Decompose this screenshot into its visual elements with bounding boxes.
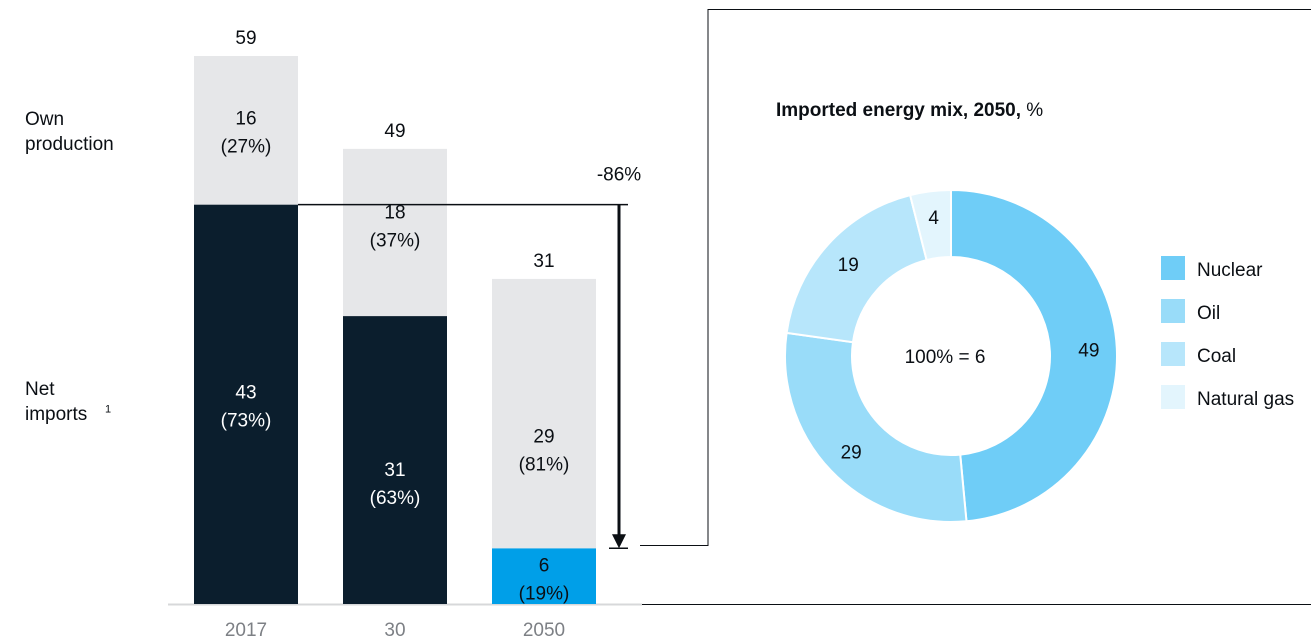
legend-label: Nuclear <box>1197 260 1263 281</box>
data-label-own-production-share: (81%) <box>519 455 570 476</box>
data-label-net-imports-share: (63%) <box>370 488 421 509</box>
legend-swatch <box>1161 342 1185 366</box>
bar-own-production <box>343 148 447 317</box>
data-label-own-production-share: (27%) <box>221 136 272 157</box>
data-label-own-production: 29 <box>533 427 554 448</box>
x-tick-label: 2017 <box>225 620 267 640</box>
change-annotation-label: -86% <box>597 165 641 186</box>
arrow-head <box>612 534 626 549</box>
footnote-marker: 1 <box>105 403 112 416</box>
donut-chart: 49 29 19 4 100% = 6 <box>784 188 1118 523</box>
legend-label: Oil <box>1197 303 1221 324</box>
donut-center-label: 100% = 6 <box>905 347 986 368</box>
donut-slice-oil <box>784 331 968 523</box>
donut-slice-label: 29 <box>841 442 862 463</box>
donut-slice-natural-gas <box>908 188 952 262</box>
data-label-net-imports: 6 <box>539 555 550 576</box>
donut-slice-label: 19 <box>838 255 859 276</box>
data-label-net-imports-share: (19%) <box>519 583 570 604</box>
legend-swatch <box>1161 299 1185 323</box>
change-arrow: -86% <box>298 165 641 550</box>
bar-total-label: 59 <box>235 28 256 49</box>
donut-slice-nuclear <box>950 188 1118 523</box>
donut-title: Imported energy mix, 2050, % <box>776 100 1044 121</box>
bar-net-imports <box>194 204 298 604</box>
data-label-own-production-share: (37%) <box>370 230 421 251</box>
bar-total-label: 49 <box>384 121 405 142</box>
bar-series: 43 (73%) 16 (27%) 59 2017 31 (63%) 18 (37%) 49 30 6 (… <box>194 28 596 640</box>
callout-frame <box>640 9 1311 546</box>
legend-swatch <box>1161 256 1185 280</box>
data-label-own-production: 16 <box>235 108 256 129</box>
legend-label: Coal <box>1197 346 1237 367</box>
row-label-own-production: Own production <box>25 109 114 155</box>
bar-own-production <box>194 56 298 205</box>
x-tick-label: 2050 <box>523 620 565 640</box>
data-label-own-production: 18 <box>384 202 405 223</box>
row-label-net-imports: Net imports 1 <box>25 379 112 425</box>
donut-slice-label: 49 <box>1078 341 1099 362</box>
bar-net-imports <box>492 548 596 604</box>
legend-swatch <box>1161 385 1185 409</box>
bar-total-label: 31 <box>533 251 554 272</box>
data-label-net-imports-share: (73%) <box>221 410 272 431</box>
legend-label: Natural gas <box>1197 389 1295 410</box>
donut-slice-label: 4 <box>928 208 939 229</box>
bar-net-imports <box>343 316 447 604</box>
data-label-net-imports: 31 <box>384 460 405 481</box>
x-tick-label: 30 <box>384 620 405 640</box>
data-label-net-imports: 43 <box>235 382 256 403</box>
bar-own-production <box>492 278 596 549</box>
